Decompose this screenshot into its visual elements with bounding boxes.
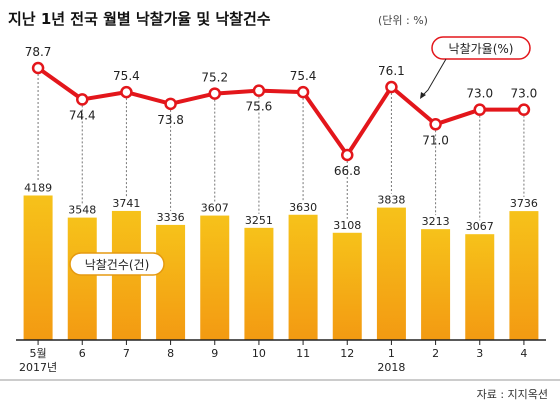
x-tick-label: 6 [79, 347, 86, 360]
bar [332, 232, 362, 340]
bar-label: 3336 [157, 211, 185, 224]
x-tick-label: 12 [340, 347, 354, 360]
bar-label: 3108 [333, 219, 361, 232]
bar [509, 211, 539, 340]
rate-label: 74.4 [69, 108, 96, 122]
x-tick-label: 8 [167, 347, 174, 360]
bar [23, 195, 53, 340]
rate-point [517, 103, 531, 116]
bar-label: 3251 [245, 214, 273, 227]
rate-points [31, 61, 531, 162]
guide-lines [37, 74, 525, 221]
x-tick-label: 2 [432, 347, 439, 360]
legends: 낙찰가율(%) 낙찰건수(건) [69, 36, 531, 276]
rate-line-path [36, 66, 524, 157]
line-legend-arrowhead [420, 92, 426, 99]
bar-label: 3736 [510, 197, 538, 210]
line-legend-pointer [421, 58, 447, 97]
bar-label: 3741 [112, 197, 140, 210]
rate-point [76, 93, 89, 106]
bars [23, 195, 539, 340]
bar [244, 227, 274, 340]
rate-label: 66.8 [334, 164, 361, 178]
rate-label: 76.1 [378, 64, 405, 78]
x-tick-label: 7 [123, 347, 130, 360]
bar [200, 215, 230, 340]
year-label: 2018 [377, 361, 405, 374]
rate-label: 71.0 [422, 133, 449, 147]
bar [156, 224, 186, 340]
bar [465, 234, 495, 340]
rate-point [341, 148, 354, 162]
line-legend-box [431, 36, 531, 60]
rate-label: 73.0 [466, 87, 493, 101]
x-tick-label: 11 [296, 347, 310, 360]
bar [376, 207, 406, 340]
rate-point [164, 97, 177, 111]
rate-point [473, 103, 486, 116]
bar-label: 3630 [289, 201, 317, 214]
x-tick-label: 1 [388, 347, 395, 360]
rate-point [120, 85, 133, 99]
rate-labels: 78.7 74.4 75.4 73.8 75.2 75.6 75.4 66.8 76.1 71.0… [25, 45, 538, 178]
rate-label: 73.8 [157, 113, 184, 127]
x-tick-label: 9 [211, 347, 218, 360]
bar [67, 217, 97, 340]
rate-point [296, 85, 310, 99]
bar-legend-label: 낙찰건수(건) [85, 258, 150, 272]
x-tick-label: 5월 [30, 347, 47, 360]
rate-label: 78.7 [25, 45, 52, 59]
x-tick-label: 4 [520, 347, 527, 360]
rate-label: 75.4 [113, 69, 140, 83]
line-legend-label: 낙찰가율(%) [449, 42, 514, 56]
bar-labels: 4189 3548 3741 3336 3607 3251 3630 3108 3838 3213… [24, 181, 538, 233]
bar-label: 3607 [201, 202, 229, 215]
source-note: 자료 : 지지옥션 [477, 388, 548, 401]
bar-label: 3067 [466, 220, 494, 233]
rate-point [385, 80, 398, 94]
bar [421, 229, 451, 340]
x-tick-label: 10 [252, 347, 266, 360]
rate-line [36, 66, 524, 157]
rate-point [31, 61, 45, 75]
rate-point [429, 118, 442, 131]
bar-label: 3838 [377, 194, 405, 207]
rate-label: 75.4 [290, 69, 317, 83]
rate-point [252, 84, 266, 97]
rate-label: 75.2 [201, 71, 228, 85]
bar-label: 4189 [24, 181, 52, 194]
rate-point [208, 87, 221, 100]
chart-title: 지난 1년 전국 월별 낙찰가율 및 낙찰건수 [8, 10, 271, 28]
bar-label: 3548 [68, 204, 96, 217]
rate-label: 73.0 [511, 87, 538, 101]
unit-note: (단위 : %) [378, 14, 428, 27]
x-tick-label: 3 [476, 347, 483, 360]
year-label: 2017년 [19, 361, 57, 374]
bar-label: 3213 [422, 215, 450, 228]
bar-legend-box [69, 252, 165, 276]
bar [288, 214, 318, 340]
rate-label: 75.6 [246, 100, 273, 114]
